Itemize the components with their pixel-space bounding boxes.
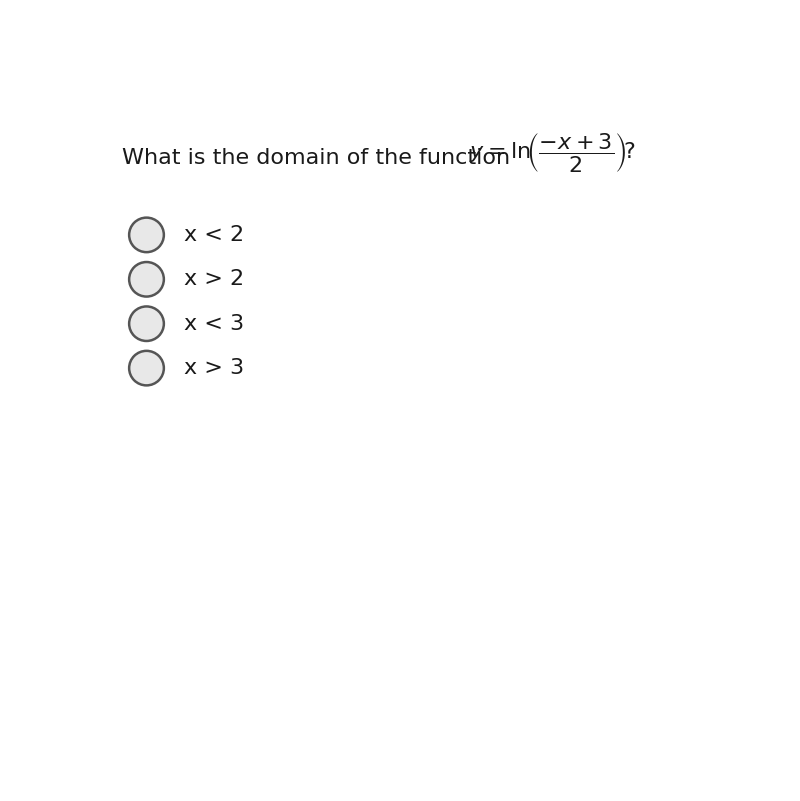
Text: What is the domain of the function: What is the domain of the function — [122, 148, 517, 167]
Text: x > 2: x > 2 — [184, 269, 244, 289]
Text: x < 3: x < 3 — [184, 314, 244, 334]
Circle shape — [129, 351, 164, 385]
Circle shape — [129, 218, 164, 252]
Circle shape — [129, 307, 164, 341]
Text: $\mathit{y}=\mathrm{ln}\!\left(\dfrac{-x+3}{2}\right)\!?$: $\mathit{y}=\mathrm{ln}\!\left(\dfrac{-x… — [469, 131, 636, 175]
Circle shape — [129, 262, 164, 296]
Text: x < 2: x < 2 — [184, 225, 244, 245]
Text: x > 3: x > 3 — [184, 358, 244, 378]
